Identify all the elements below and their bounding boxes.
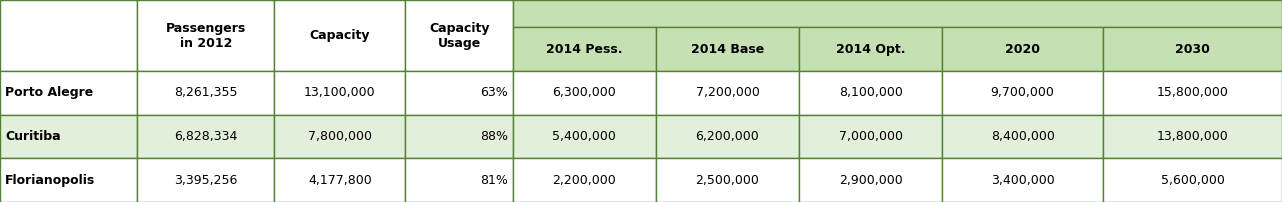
Text: Passengers
in 2012: Passengers in 2012 — [165, 22, 246, 49]
Bar — [0, 158, 137, 202]
Bar — [513, 71, 656, 115]
Bar — [799, 158, 942, 202]
Bar — [513, 115, 656, 158]
Bar — [799, 71, 942, 115]
Bar — [656, 115, 799, 158]
Bar — [1103, 71, 1282, 115]
Bar — [513, 158, 656, 202]
Bar — [799, 27, 942, 71]
Text: 4,177,800: 4,177,800 — [308, 174, 372, 187]
Bar — [513, 0, 1282, 27]
Text: 6,200,000: 6,200,000 — [696, 130, 759, 143]
Bar — [0, 115, 137, 158]
Bar — [0, 0, 137, 71]
Text: 8,100,000: 8,100,000 — [838, 86, 903, 99]
Text: 6,300,000: 6,300,000 — [553, 86, 617, 99]
Bar — [274, 71, 405, 115]
Bar — [513, 27, 656, 71]
Text: 13,800,000: 13,800,000 — [1156, 130, 1228, 143]
Bar — [656, 158, 799, 202]
Bar — [405, 71, 513, 115]
Text: 2020: 2020 — [1005, 43, 1040, 56]
Text: 15,800,000: 15,800,000 — [1156, 86, 1228, 99]
Text: 2,900,000: 2,900,000 — [838, 174, 903, 187]
Text: 7,000,000: 7,000,000 — [838, 130, 903, 143]
Text: Capacity: Capacity — [310, 29, 370, 42]
Text: 2030: 2030 — [1176, 43, 1210, 56]
Text: 81%: 81% — [479, 174, 508, 187]
Text: 5,400,000: 5,400,000 — [553, 130, 617, 143]
Text: 3,400,000: 3,400,000 — [991, 174, 1055, 187]
Bar — [405, 115, 513, 158]
Bar — [405, 158, 513, 202]
Bar — [137, 71, 274, 115]
Bar — [137, 158, 274, 202]
Bar — [405, 0, 513, 71]
Text: Porto Alegre: Porto Alegre — [5, 86, 94, 99]
Bar — [137, 0, 274, 71]
Text: 88%: 88% — [479, 130, 508, 143]
Bar — [942, 158, 1103, 202]
Text: 6,828,334: 6,828,334 — [174, 130, 237, 143]
Text: Curitiba: Curitiba — [5, 130, 60, 143]
Bar — [137, 115, 274, 158]
Text: 8,261,355: 8,261,355 — [174, 86, 237, 99]
Text: 7,200,000: 7,200,000 — [696, 86, 759, 99]
Text: 2,500,000: 2,500,000 — [696, 174, 759, 187]
Bar — [942, 27, 1103, 71]
Text: 2014 Base: 2014 Base — [691, 43, 764, 56]
Bar — [799, 115, 942, 158]
Text: 63%: 63% — [479, 86, 508, 99]
Bar — [942, 71, 1103, 115]
Text: 2014 Opt.: 2014 Opt. — [836, 43, 905, 56]
Bar — [0, 71, 137, 115]
Bar — [274, 115, 405, 158]
Text: 8,400,000: 8,400,000 — [991, 130, 1055, 143]
Bar — [656, 27, 799, 71]
Text: 13,100,000: 13,100,000 — [304, 86, 376, 99]
Bar — [1103, 27, 1282, 71]
Bar — [656, 71, 799, 115]
Text: 2014 Pess.: 2014 Pess. — [546, 43, 623, 56]
Text: 5,600,000: 5,600,000 — [1160, 174, 1224, 187]
Text: 7,800,000: 7,800,000 — [308, 130, 372, 143]
Text: 9,700,000: 9,700,000 — [991, 86, 1055, 99]
Bar — [274, 158, 405, 202]
Text: 2,200,000: 2,200,000 — [553, 174, 617, 187]
Bar — [1103, 115, 1282, 158]
Text: 3,395,256: 3,395,256 — [174, 174, 237, 187]
Bar — [1103, 158, 1282, 202]
Text: Florianopolis: Florianopolis — [5, 174, 95, 187]
Text: Capacity
Usage: Capacity Usage — [429, 22, 490, 49]
Bar — [942, 115, 1103, 158]
Bar — [274, 0, 405, 71]
